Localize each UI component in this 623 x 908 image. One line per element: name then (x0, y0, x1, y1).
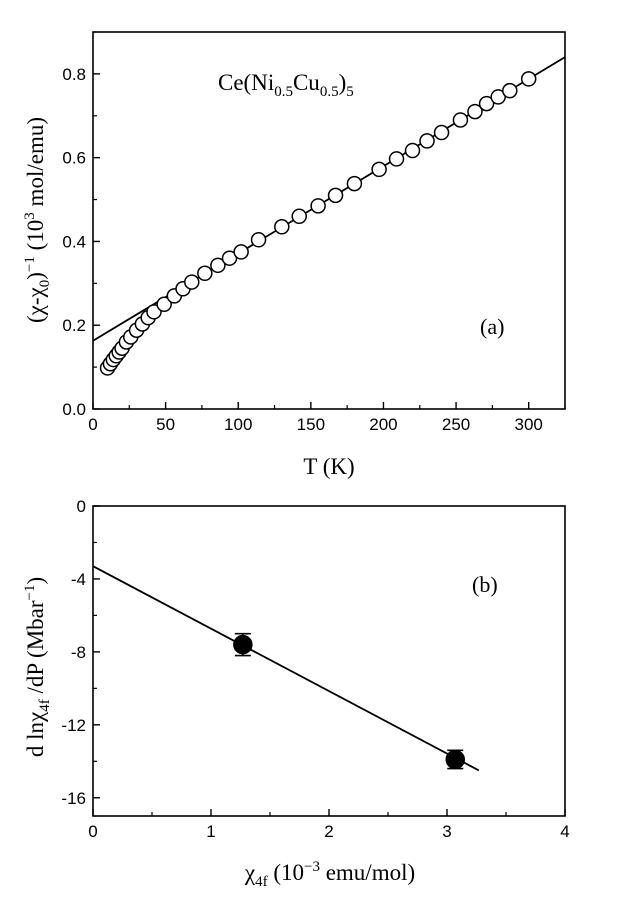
panel-b-y-tick-label: -16 (61, 789, 86, 808)
panel-b-data-point (233, 634, 253, 655)
panel-b-x-tick-label: 3 (442, 822, 451, 841)
panel-a-x-tick-label: 150 (297, 415, 325, 434)
panel-a-x-axis-label: T (K) (303, 454, 354, 479)
panel-b-x-tick-label: 2 (324, 822, 333, 841)
panel-a-data-point (388, 151, 405, 167)
panel-a-data-point (274, 219, 290, 235)
panel-b: 0 1 2 3 4 0 -4 -8 -12 -16 (b) χ4f (10−3 emu/mol)… (22, 497, 570, 890)
panel-a-data-point (156, 296, 172, 313)
panel-b-x-axis-label: χ4f (10−3 emu/mol) (244, 859, 415, 890)
panel-a-data-point (221, 250, 238, 266)
panel-a-data-point (146, 304, 162, 320)
panel-a-frame (92, 31, 566, 410)
panel-b-y-tick-label: -4 (71, 570, 86, 589)
panel-a-data-point (197, 265, 213, 282)
panel-a-data-point (419, 133, 435, 149)
panel-a-data-point (371, 161, 387, 178)
panel-a-x-tick-label: 0 (88, 415, 97, 434)
panel-b-y-tick-label: -8 (71, 643, 86, 662)
panel-b-y-axis-label: d lnχ4f /dP (Mbar−1) (22, 577, 53, 757)
panel-a-x-tick-label: 300 (515, 415, 543, 434)
panel-a-x-tick-label: 200 (369, 415, 397, 434)
panel-a-data-point (404, 142, 421, 159)
panel-b-frame (92, 505, 566, 817)
panel-b-x-tick-label: 0 (88, 822, 97, 841)
panel-b-x-tick-label: 4 (560, 822, 569, 841)
panel-a-y-tick-label: 0.4 (62, 232, 86, 251)
panel-a-data-point (490, 89, 506, 105)
panel-b-y-ticks: 0 -4 -8 -12 -16 (61, 497, 100, 817)
panel-a-data-point (184, 274, 200, 290)
panel-b-x-ticks: 0 1 2 3 4 (88, 809, 570, 841)
panel-b-y-tick-label: -12 (61, 716, 86, 735)
panel-a-x-tick-label: 250 (442, 415, 470, 434)
panel-a-y-tick-label: 0.0 (62, 400, 86, 419)
panel-a-y-tick-label: 0.6 (62, 149, 86, 168)
panel-a-data-point (452, 112, 469, 128)
panel-a-data-point (327, 187, 344, 204)
panel-b-x-tick-label: 1 (206, 822, 215, 841)
panel-a-x-tick-label: 100 (224, 415, 252, 434)
panel-a-data-point (346, 175, 363, 192)
panel-a-data-point (250, 232, 267, 248)
panel-a-data-point (520, 71, 537, 87)
panel-a-y-ticks: 0.0 0.2 0.4 0.6 0.8 (62, 31, 100, 419)
panel-a-y-tick-label: 0.2 (62, 316, 86, 335)
panel-b-plot-area (92, 565, 480, 772)
panel-b-label: (b) (472, 572, 498, 597)
panel-a-data-point (291, 208, 307, 225)
panel-a-label: (a) (480, 314, 504, 339)
panel-a-data-point (233, 244, 249, 260)
panel-a-data-point (210, 257, 226, 274)
panel-a-data-point (502, 82, 518, 99)
panel-a-plot-area (92, 56, 566, 376)
panel-a: 0 50 100 150 200 250 300 0.0 0.2 0.4 0.6 0.8 Ce(Ni… (22, 31, 566, 479)
panel-a-data-point (478, 95, 495, 112)
panel-a-y-axis-label: (χ-χ0)−1 (103 mol/emu) (22, 117, 53, 323)
panel-b-y-tick-label: 0 (77, 497, 86, 516)
panel-a-y-tick-label: 0.8 (62, 65, 86, 84)
panel-a-data-point (433, 124, 450, 141)
panel-a-x-tick-label: 50 (156, 415, 175, 434)
panel-b-data-point (445, 749, 466, 770)
panel-a-data-point (310, 198, 326, 214)
panel-b-fit-line (92, 565, 480, 772)
panel-a-x-ticks: 0 50 100 150 200 250 300 (88, 402, 566, 434)
panel-a-data-point (467, 103, 483, 120)
panel-a-compound-label: Ce(Ni0.5Cu0.5)5 (218, 70, 354, 100)
